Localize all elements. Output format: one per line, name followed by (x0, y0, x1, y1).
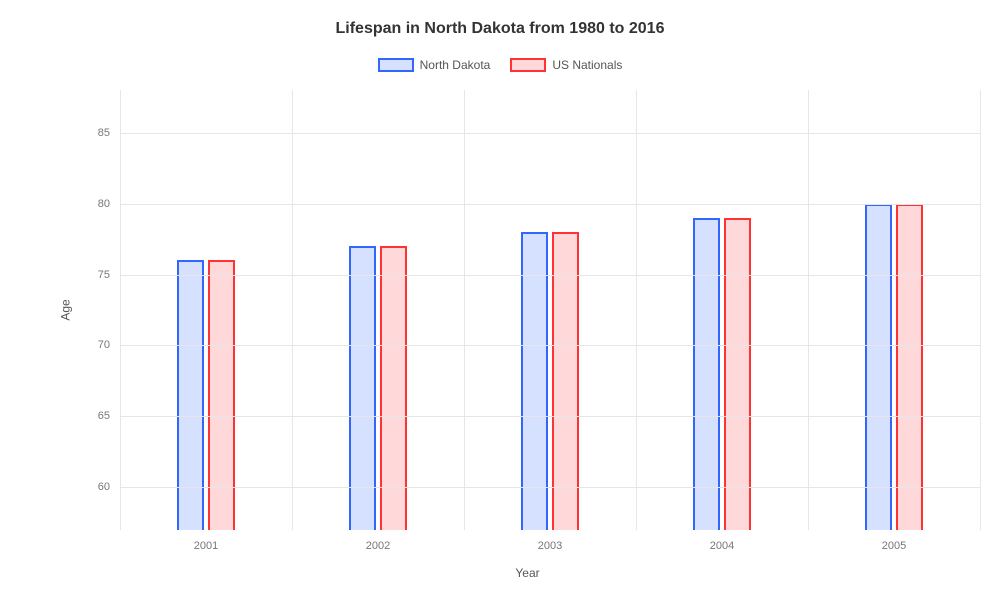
x-gridline (464, 90, 465, 530)
bar (177, 260, 204, 530)
legend-swatch (510, 58, 546, 72)
x-tick: 2003 (538, 540, 562, 552)
y-gridline (120, 275, 980, 276)
y-tick: 60 (98, 481, 110, 493)
bar (865, 204, 892, 530)
bar (896, 204, 923, 530)
y-gridline (120, 133, 980, 134)
grid-area: 20012002200320042005 (120, 90, 980, 530)
y-axis: Age 606570758085 (75, 90, 120, 530)
x-tick: 2005 (882, 540, 906, 552)
bar (208, 260, 235, 530)
y-gridline (120, 204, 980, 205)
x-gridline (980, 90, 981, 530)
y-gridline (120, 345, 980, 346)
x-gridline (120, 90, 121, 530)
legend-item-us-nationals: US Nationals (510, 58, 622, 72)
bars-group (120, 90, 980, 530)
x-tick: 2004 (710, 540, 734, 552)
y-tick: 80 (98, 198, 110, 210)
y-axis-label: Age (59, 299, 73, 320)
chart-title: Lifespan in North Dakota from 1980 to 20… (0, 0, 1000, 38)
x-gridline (808, 90, 809, 530)
y-tick: 70 (98, 339, 110, 351)
x-axis-label: Year (515, 566, 539, 580)
y-gridline (120, 416, 980, 417)
x-gridline (636, 90, 637, 530)
plot-area: Age 606570758085 20012002200320042005 Ye… (75, 90, 980, 530)
y-tick: 85 (98, 127, 110, 139)
legend-label: North Dakota (420, 58, 491, 72)
legend: North Dakota US Nationals (0, 58, 1000, 72)
bar (552, 232, 579, 530)
x-gridline (292, 90, 293, 530)
y-tick: 65 (98, 410, 110, 422)
x-tick: 2001 (194, 540, 218, 552)
legend-item-north-dakota: North Dakota (378, 58, 491, 72)
bar (693, 218, 720, 530)
chart-container: Lifespan in North Dakota from 1980 to 20… (0, 0, 1000, 600)
y-tick: 75 (98, 269, 110, 281)
y-gridline (120, 487, 980, 488)
bar (521, 232, 548, 530)
x-tick: 2002 (366, 540, 390, 552)
legend-swatch (378, 58, 414, 72)
bar (724, 218, 751, 530)
legend-label: US Nationals (552, 58, 622, 72)
